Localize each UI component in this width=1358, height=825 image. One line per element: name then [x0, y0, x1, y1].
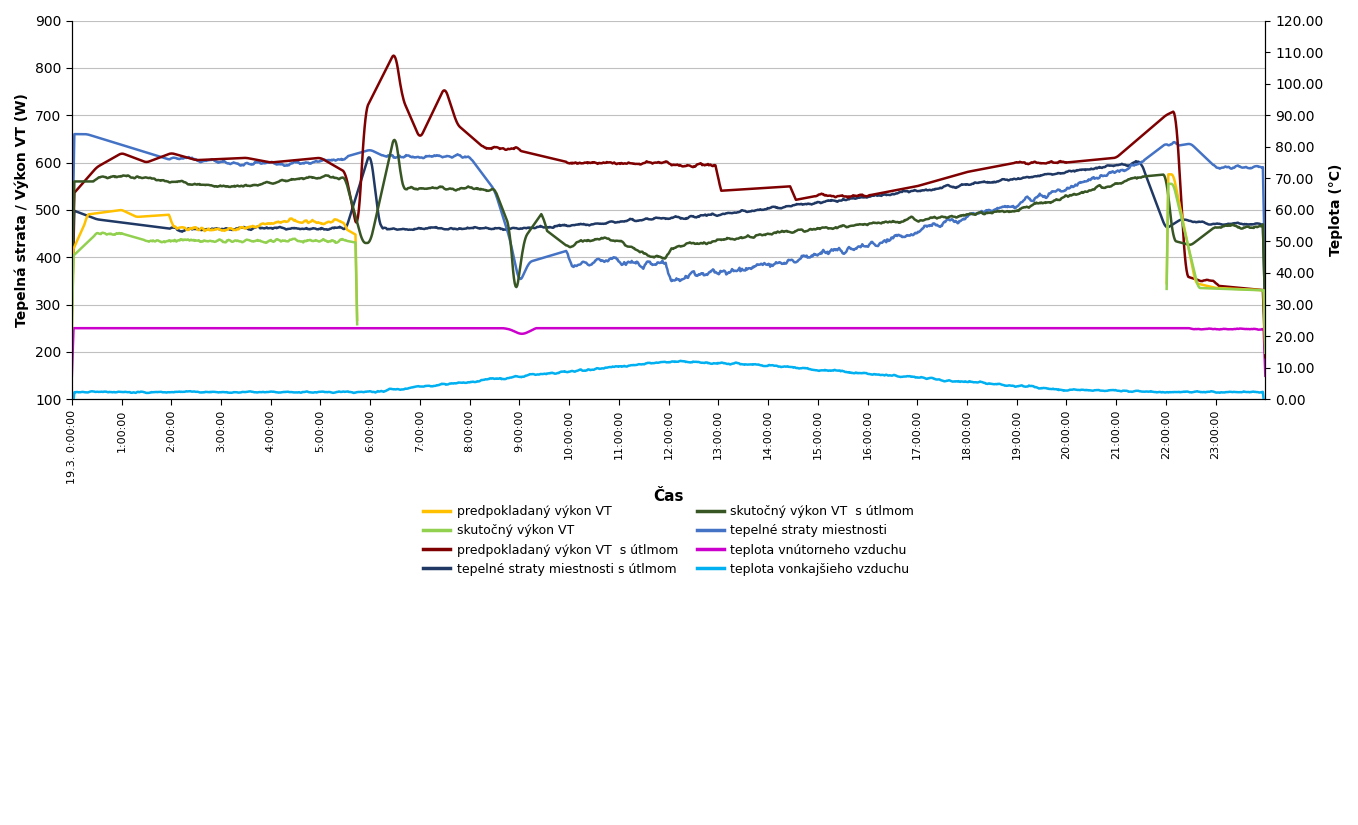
Legend: predpokladaný výkon VT, skutočný výkon VT, predpokladaný výkon VT  s útlmom, tep: predpokladaný výkon VT, skutočný výkon V…	[418, 500, 919, 581]
Y-axis label: Teplota (°C): Teplota (°C)	[1329, 163, 1343, 256]
X-axis label: Čas: Čas	[653, 489, 684, 504]
Y-axis label: Tepelná strata / Výkon VT (W): Tepelná strata / Výkon VT (W)	[15, 93, 30, 327]
